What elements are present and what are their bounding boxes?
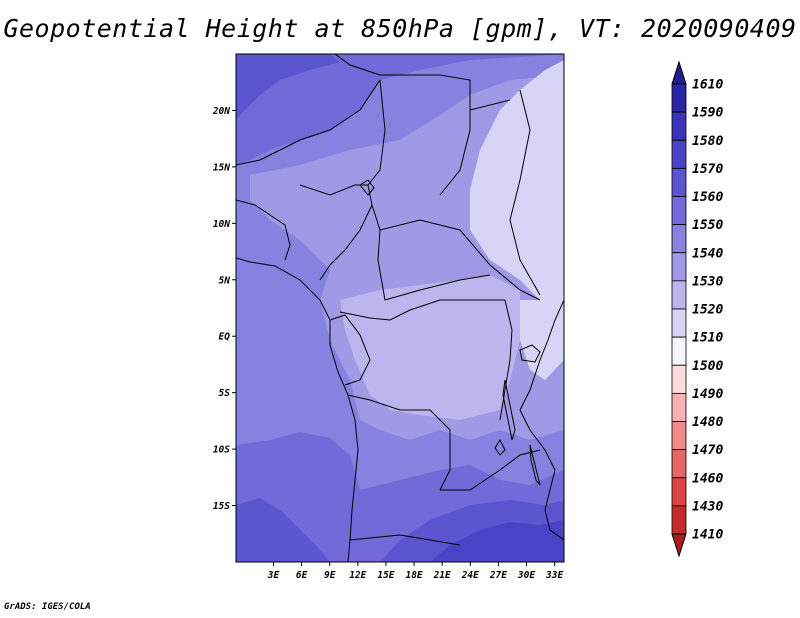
lon-tick-label: 3E: [267, 570, 280, 581]
lake-tanganyika: [502, 379, 516, 441]
lat-tick-label: 5N: [219, 275, 231, 286]
border-angola: [347, 394, 451, 491]
lon-tick-label: 15E: [377, 570, 394, 581]
field-east-pale: [470, 60, 564, 300]
border-zambia: [440, 449, 541, 491]
border-drc-east: [499, 299, 513, 421]
latitude-axis: 20N 15N 10N 5N EQ 5S 10S 15S: [212, 106, 236, 512]
field-north-darker: [236, 54, 340, 120]
border-ethiopia: [509, 89, 541, 296]
colorbar-label: 1540: [692, 246, 723, 261]
colorbar-swatch: [671, 196, 687, 226]
border-sahel: [236, 79, 381, 166]
lon-tick-label: 27E: [489, 570, 507, 581]
colorbar-swatch: [671, 111, 687, 141]
colorbar-label: 1490: [692, 387, 723, 402]
colorbar-swatch: [671, 364, 687, 394]
lon-tick-label: 24E: [461, 570, 479, 581]
longitude-axis: 3E 6E 9E 12E 15E 18E 21E 24E 27E 30E 33E: [267, 562, 563, 581]
colorbar-label: 1570: [692, 162, 723, 177]
colorbar-label: 1410: [692, 528, 723, 543]
field-north-dark: [236, 54, 564, 165]
border-namibia: [349, 534, 461, 546]
field-congo-light: [340, 275, 520, 420]
border-south-sudan: [379, 219, 541, 301]
colorbar-swatch: [671, 336, 687, 366]
lon-tick-label: 21E: [433, 570, 451, 581]
colorbar-label: 1460: [692, 471, 723, 486]
lon-tick-label: 18E: [405, 570, 422, 581]
colorbar-swatch: [671, 392, 687, 422]
colorbar-label: 1550: [692, 218, 723, 233]
lon-tick-label: 6E: [296, 570, 308, 581]
field-south-darker: [430, 520, 564, 562]
lon-tick-label: 30E: [517, 570, 535, 581]
colorbar-label: 1530: [692, 274, 723, 289]
lake-malawi: [529, 444, 541, 486]
lat-tick-label: EQ: [219, 332, 231, 343]
colorbar-label: 1510: [692, 331, 723, 346]
map-title: Geopotential Height at 850hPa [gpm], VT:…: [3, 14, 797, 43]
height-field: [236, 54, 564, 562]
lake-victoria: [519, 344, 541, 363]
lon-tick-label: 12E: [349, 570, 366, 581]
colorbar-bottom-arrow: [671, 533, 687, 558]
colorbar-label: 1560: [692, 190, 723, 205]
coastline-east: [519, 299, 564, 541]
lon-tick-label: 9E: [324, 570, 336, 581]
colorbar-swatch: [671, 449, 687, 479]
colorbar: 1610 1590 1580 1570 1560 1550 1540 1530 1520 1510…: [671, 60, 723, 558]
country-borders: [236, 54, 564, 562]
colorbar-swatch: [671, 477, 687, 507]
border-west-africa: [236, 199, 291, 261]
colorbar-swatch: [671, 167, 687, 197]
lat-tick-label: 10N: [213, 219, 230, 230]
colorbar-swatch: [671, 280, 687, 310]
lat-tick-label: 15N: [213, 162, 230, 173]
colorbar-label: 1430: [692, 499, 723, 514]
lake-chad: [359, 179, 375, 196]
lakes: [359, 179, 541, 486]
border-drc-north: [339, 299, 505, 321]
lat-tick-label: 5S: [219, 388, 231, 399]
border-libya-chad: [334, 54, 471, 110]
coastline-west: [236, 257, 359, 562]
credit-text: GrADS: IGES/COLA: [4, 602, 91, 612]
border-gabon: [329, 314, 371, 386]
colorbar-top-arrow: [671, 60, 687, 85]
colorbar-swatch: [671, 308, 687, 338]
colorbar-label: 1520: [692, 303, 723, 318]
colorbar-label: 1480: [692, 415, 723, 430]
lake-mweru: [494, 438, 506, 456]
colorbar-swatch: [671, 505, 687, 535]
colorbar-label: 1500: [692, 359, 723, 374]
border-niger-chad: [367, 79, 386, 186]
colorbar-swatch: [671, 83, 687, 113]
field-west-mid: [236, 265, 340, 445]
lon-tick-label: 33E: [545, 570, 563, 581]
field-southwest-dark: [236, 498, 330, 562]
colorbar-label: 1610: [692, 78, 723, 93]
lat-tick-label: 20N: [212, 106, 230, 117]
lat-tick-label: 10S: [213, 445, 230, 456]
colorbar-swatch: [671, 252, 687, 282]
map-frame: [235, 53, 565, 563]
colorbar-swatch: [671, 139, 687, 169]
colorbar-label: 1470: [692, 443, 723, 458]
colorbar-swatch: [671, 224, 687, 254]
colorbar-label: 1590: [692, 106, 723, 121]
lat-tick-label: 15S: [213, 501, 230, 512]
field-east-pale-2: [520, 300, 564, 380]
colorbar-swatch: [671, 421, 687, 451]
border-sudan: [439, 99, 511, 196]
colorbar-label: 1580: [692, 134, 723, 149]
